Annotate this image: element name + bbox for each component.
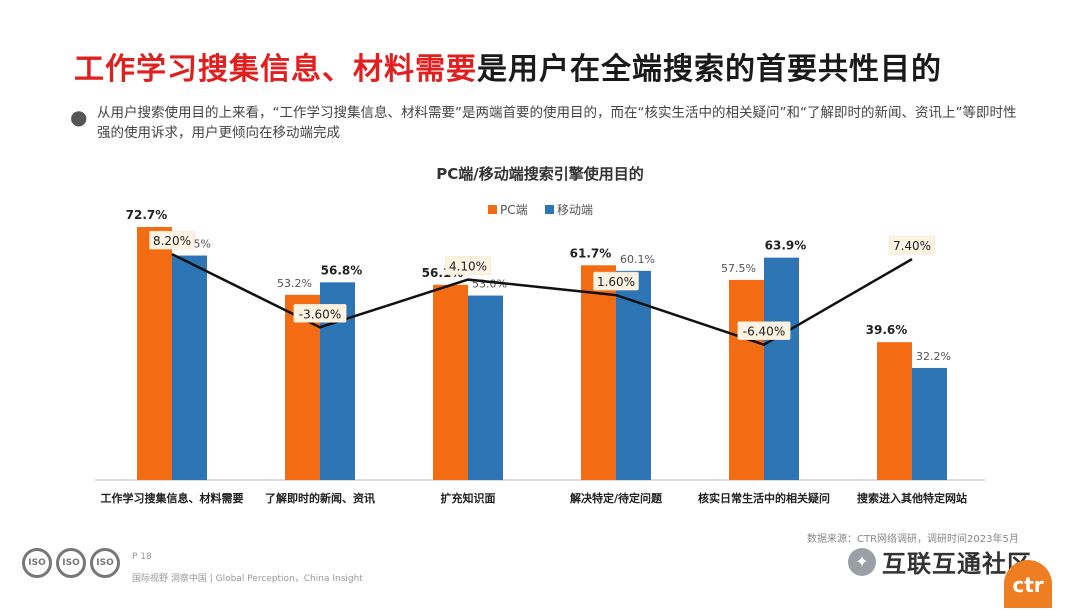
difference-label: -6.40%	[743, 325, 785, 339]
bar-pc	[137, 227, 172, 480]
difference-label: 8.20%	[153, 234, 191, 248]
category-label: 工作学习搜集信息、材料需要	[101, 491, 244, 505]
data-label-mobile: 63.9%	[765, 239, 807, 253]
chart-title: PC端/移动端搜索引擎使用目的	[436, 165, 644, 183]
data-label-pc: 61.7%	[570, 246, 612, 260]
data-label-pc: 57.5%	[721, 262, 756, 275]
data-source: 数据来源：CTR网络调研，调研时间2023年5月	[807, 534, 1019, 545]
bar-pc	[433, 284, 468, 480]
data-label-pc: 53.2%	[277, 277, 312, 290]
legend-swatch-pc	[488, 205, 497, 214]
page-number: P 18	[132, 552, 152, 562]
bar-pc	[877, 342, 912, 480]
difference-label-box	[593, 271, 639, 291]
bar-mobile	[764, 257, 799, 480]
difference-label: 7.40%	[893, 239, 931, 253]
iso-logo: ISO	[22, 548, 52, 578]
category-label: 扩充知识面	[441, 491, 496, 505]
data-label-mobile: 60.1%	[620, 253, 655, 266]
category-label: 了解即时的新闻、资讯	[265, 491, 375, 505]
data-label-mobile: 56.8%	[321, 263, 363, 277]
category-label: 核实日常生活中的相关疑问	[698, 491, 830, 505]
data-label-pc: 72.7%	[126, 208, 168, 222]
difference-label-box	[737, 321, 791, 340]
iso-logo: ISO	[56, 548, 86, 578]
page-title-highlight: 工作学习搜集信息、材料需要	[74, 52, 477, 87]
difference-label: 1.60%	[597, 275, 635, 289]
bar-pc	[729, 279, 764, 480]
category-label: 搜索进入其他特定网站	[857, 491, 967, 505]
category-label: 解决特定/待定问题	[570, 491, 663, 505]
page-title-rest: 是用户在全端搜索的首要共性目的	[477, 52, 942, 87]
legend-swatch-mobile	[545, 205, 554, 214]
iso-logo: ISO	[90, 548, 120, 578]
ctr-logo: ctr	[1004, 560, 1052, 608]
bullet-dot-icon: ●	[70, 105, 88, 129]
tagline: 国际视野 洞察中国 | Global Perception，China Insi…	[132, 574, 363, 584]
wechat-icon: ✦	[848, 547, 876, 576]
difference-label-box	[149, 230, 195, 250]
legend-label-pc: PC端	[500, 203, 528, 217]
difference-label: 4.10%	[449, 260, 487, 274]
bar-pc	[285, 294, 320, 480]
watermark: ✦ 互联互通社区	[848, 544, 1032, 579]
difference-label-box	[293, 304, 347, 323]
data-label-mobile: 32.2%	[916, 350, 951, 363]
certification-logos: ISO ISO ISO	[22, 548, 120, 578]
bar-mobile	[172, 255, 207, 480]
description-text: 从用户搜索使用目的上来看，“工作学习搜集信息、材料需要”是两端首要的使用目的，而…	[97, 105, 1017, 141]
bar-mobile	[468, 295, 503, 480]
data-label-pc: 39.6%	[866, 323, 908, 337]
difference-line	[171, 253, 913, 347]
difference-label: -3.60%	[299, 307, 341, 321]
bar-mobile	[912, 367, 947, 480]
page-title: 工作学习搜集信息、材料需要是用户在全端搜索的首要共性目的	[74, 44, 942, 88]
legend-label-mobile: 移动端	[557, 203, 593, 217]
bar-pc	[581, 265, 616, 480]
difference-label-box	[445, 256, 491, 275]
difference-label-box	[889, 235, 935, 255]
